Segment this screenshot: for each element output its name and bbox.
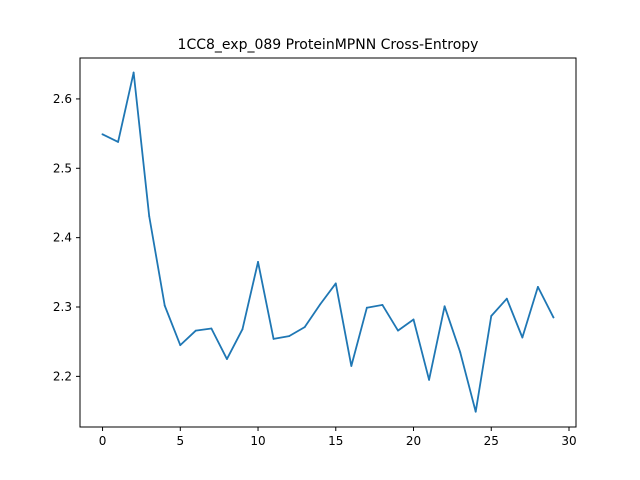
y-tick-label: 2.4 <box>53 231 72 245</box>
chart-title: 1CC8_exp_089 ProteinMPNN Cross-Entropy <box>178 37 479 53</box>
x-tick-label: 0 <box>99 434 107 448</box>
x-tick-label: 20 <box>406 434 421 448</box>
data-point <box>272 338 275 340</box>
data-point <box>241 328 244 331</box>
data-point <box>101 133 104 136</box>
data-point <box>521 336 524 339</box>
x-axis: 0 5 10 15 20 25 30 <box>99 427 577 448</box>
data-point <box>474 410 477 413</box>
data-point <box>148 215 151 218</box>
data-point <box>194 329 197 332</box>
plot-area <box>101 71 555 413</box>
data-point <box>132 71 135 74</box>
data-point <box>210 327 213 330</box>
axes-frame <box>79 57 577 428</box>
data-point <box>319 303 322 306</box>
data-point <box>117 141 119 143</box>
data-point <box>163 304 166 307</box>
data-point <box>443 305 446 308</box>
data-point <box>226 358 228 360</box>
data-point <box>505 297 508 300</box>
data-point <box>381 304 384 306</box>
data-point <box>257 261 259 263</box>
data-point <box>412 318 415 321</box>
data-point <box>552 316 555 319</box>
data-point <box>397 329 399 332</box>
x-tick-label: 15 <box>328 434 343 448</box>
data-point <box>303 326 306 329</box>
y-tick-label: 2.3 <box>53 300 72 314</box>
data-point <box>459 351 462 353</box>
y-axis: 2.2 2.3 2.4 2.5 2.6 <box>53 92 80 383</box>
x-tick-label: 30 <box>561 434 576 448</box>
y-tick-label: 2.2 <box>53 369 72 383</box>
data-point <box>428 378 430 381</box>
x-tick-label: 5 <box>176 434 184 448</box>
data-point <box>365 306 368 309</box>
x-tick-label: 25 <box>484 434 499 448</box>
data-point <box>490 315 493 317</box>
y-tick-label: 2.6 <box>53 92 72 106</box>
series-line <box>101 71 555 413</box>
data-point <box>334 282 337 285</box>
x-tick-label: 10 <box>250 434 265 448</box>
data-point <box>288 335 291 338</box>
data-point <box>179 344 182 347</box>
y-tick-label: 2.5 <box>53 161 72 175</box>
data-point <box>350 365 353 367</box>
data-point <box>537 285 539 288</box>
